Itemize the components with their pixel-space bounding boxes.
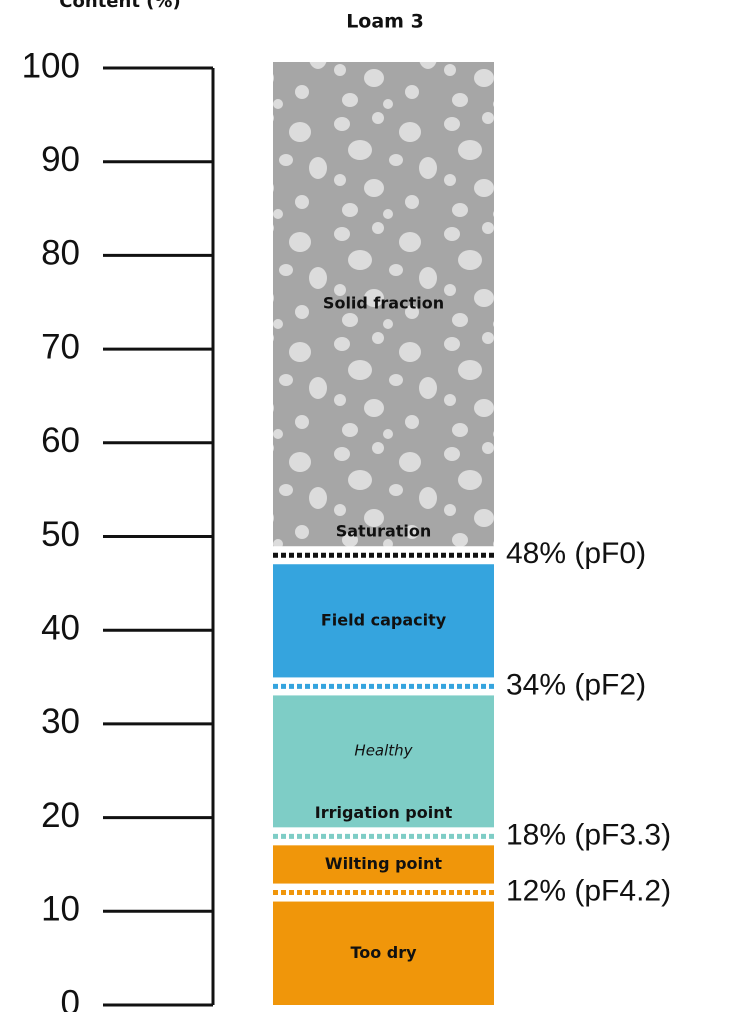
threshold-label: 18% (pF3.3) (506, 818, 671, 851)
y-tick-label: 100 (22, 46, 80, 85)
y-tick-label: 10 (41, 890, 80, 929)
zone (273, 901, 494, 1005)
threshold-label: 12% (pF4.2) (506, 874, 671, 907)
column-title: Loam 3 (346, 11, 424, 33)
y-tick-label: 20 (41, 796, 80, 835)
y-tick-label: 50 (41, 515, 80, 554)
zone-label: Solid fraction (323, 294, 444, 313)
boundary-label: Saturation (336, 522, 432, 541)
boundary-label: Irrigation point (315, 803, 453, 822)
y-tick-label: 90 (41, 140, 80, 179)
threshold-label: 34% (pF2) (506, 668, 646, 701)
y-axis-title: Content (%) (59, 0, 180, 12)
zone (273, 695, 494, 828)
zone-label: Wilting point (325, 854, 442, 873)
y-tick-label: 80 (41, 234, 80, 273)
zone-label: Field capacity (321, 610, 447, 629)
threshold-label: 48% (pF0) (506, 537, 646, 570)
y-tick-label: 0 (61, 983, 80, 1012)
zone (273, 62, 494, 547)
y-tick-label: 40 (41, 608, 80, 647)
y-tick-label: 70 (41, 327, 80, 366)
zone (273, 845, 494, 884)
zone (273, 564, 494, 678)
y-tick-label: 30 (41, 702, 80, 741)
y-tick-label: 60 (41, 421, 80, 460)
zone-label: Healthy (354, 741, 413, 759)
zone-label: Too dry (350, 943, 417, 962)
